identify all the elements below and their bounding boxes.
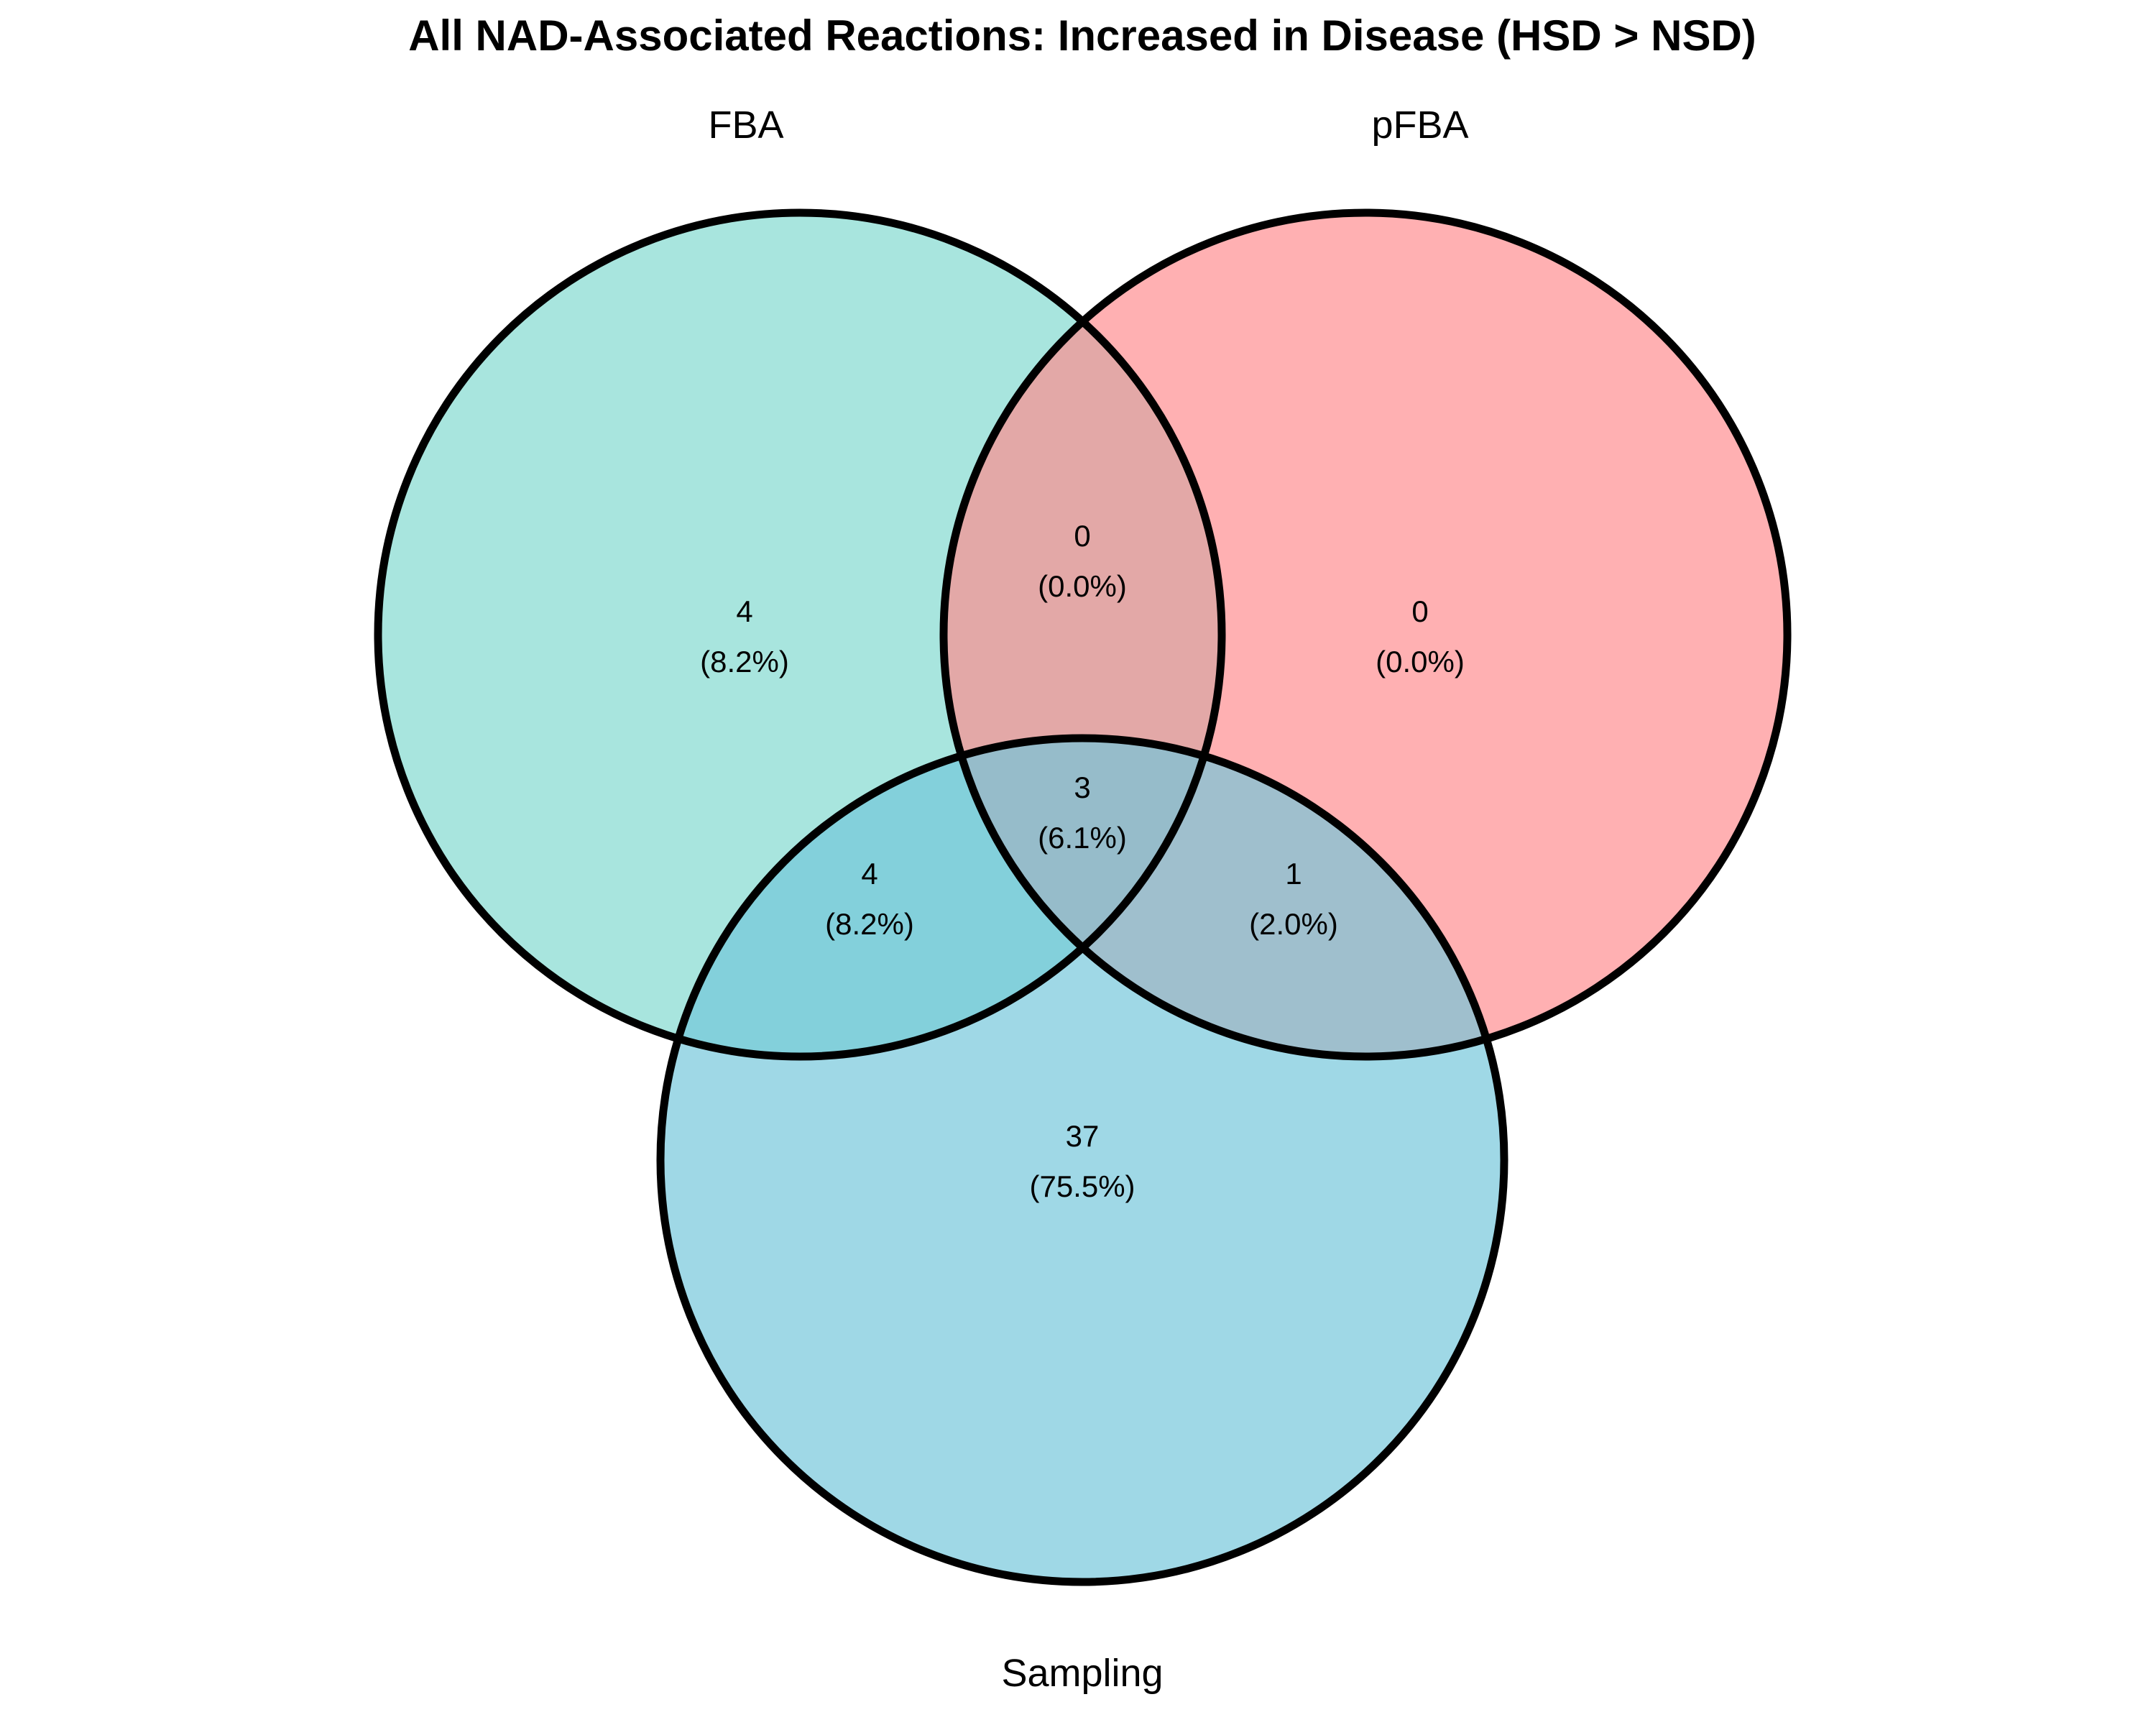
fba-outline xyxy=(374,208,1226,1061)
set-label-pfba: pFBA xyxy=(1371,104,1468,147)
region-count-fba-pfba: 0 xyxy=(1074,519,1090,553)
region-percent-pfba-sampling: (2.0%) xyxy=(1249,907,1338,941)
region-count-pfba-only: 0 xyxy=(1411,594,1428,628)
region-percent-fba-only: (8.2%) xyxy=(700,645,789,678)
region-count-fba-sampling: 4 xyxy=(861,857,877,891)
set-label-sampling: Sampling xyxy=(1001,1652,1163,1695)
region-count-sampling-only: 37 xyxy=(1066,1119,1100,1153)
pfba-outline xyxy=(939,208,1792,1061)
region-percent-pfba-only: (0.0%) xyxy=(1376,645,1465,678)
region-count-all: 3 xyxy=(1074,770,1090,804)
set-label-fba: FBA xyxy=(708,104,783,147)
region-percent-all: (6.1%) xyxy=(1038,821,1127,855)
venn-circles xyxy=(378,213,1787,1582)
venn-outlines xyxy=(374,208,1792,1586)
region-percent-fba-sampling: (8.2%) xyxy=(825,907,914,941)
region-percent-sampling-only: (75.5%) xyxy=(1029,1169,1135,1203)
chart-title: All NAD-Associated Reactions: Increased … xyxy=(408,12,1756,60)
sampling-circle xyxy=(660,738,1504,1582)
region-count-fba-only: 4 xyxy=(736,594,752,628)
sampling-outline xyxy=(656,734,1508,1586)
region-count-pfba-sampling: 1 xyxy=(1285,857,1302,891)
region-percent-fba-pfba: (0.0%) xyxy=(1038,569,1127,603)
